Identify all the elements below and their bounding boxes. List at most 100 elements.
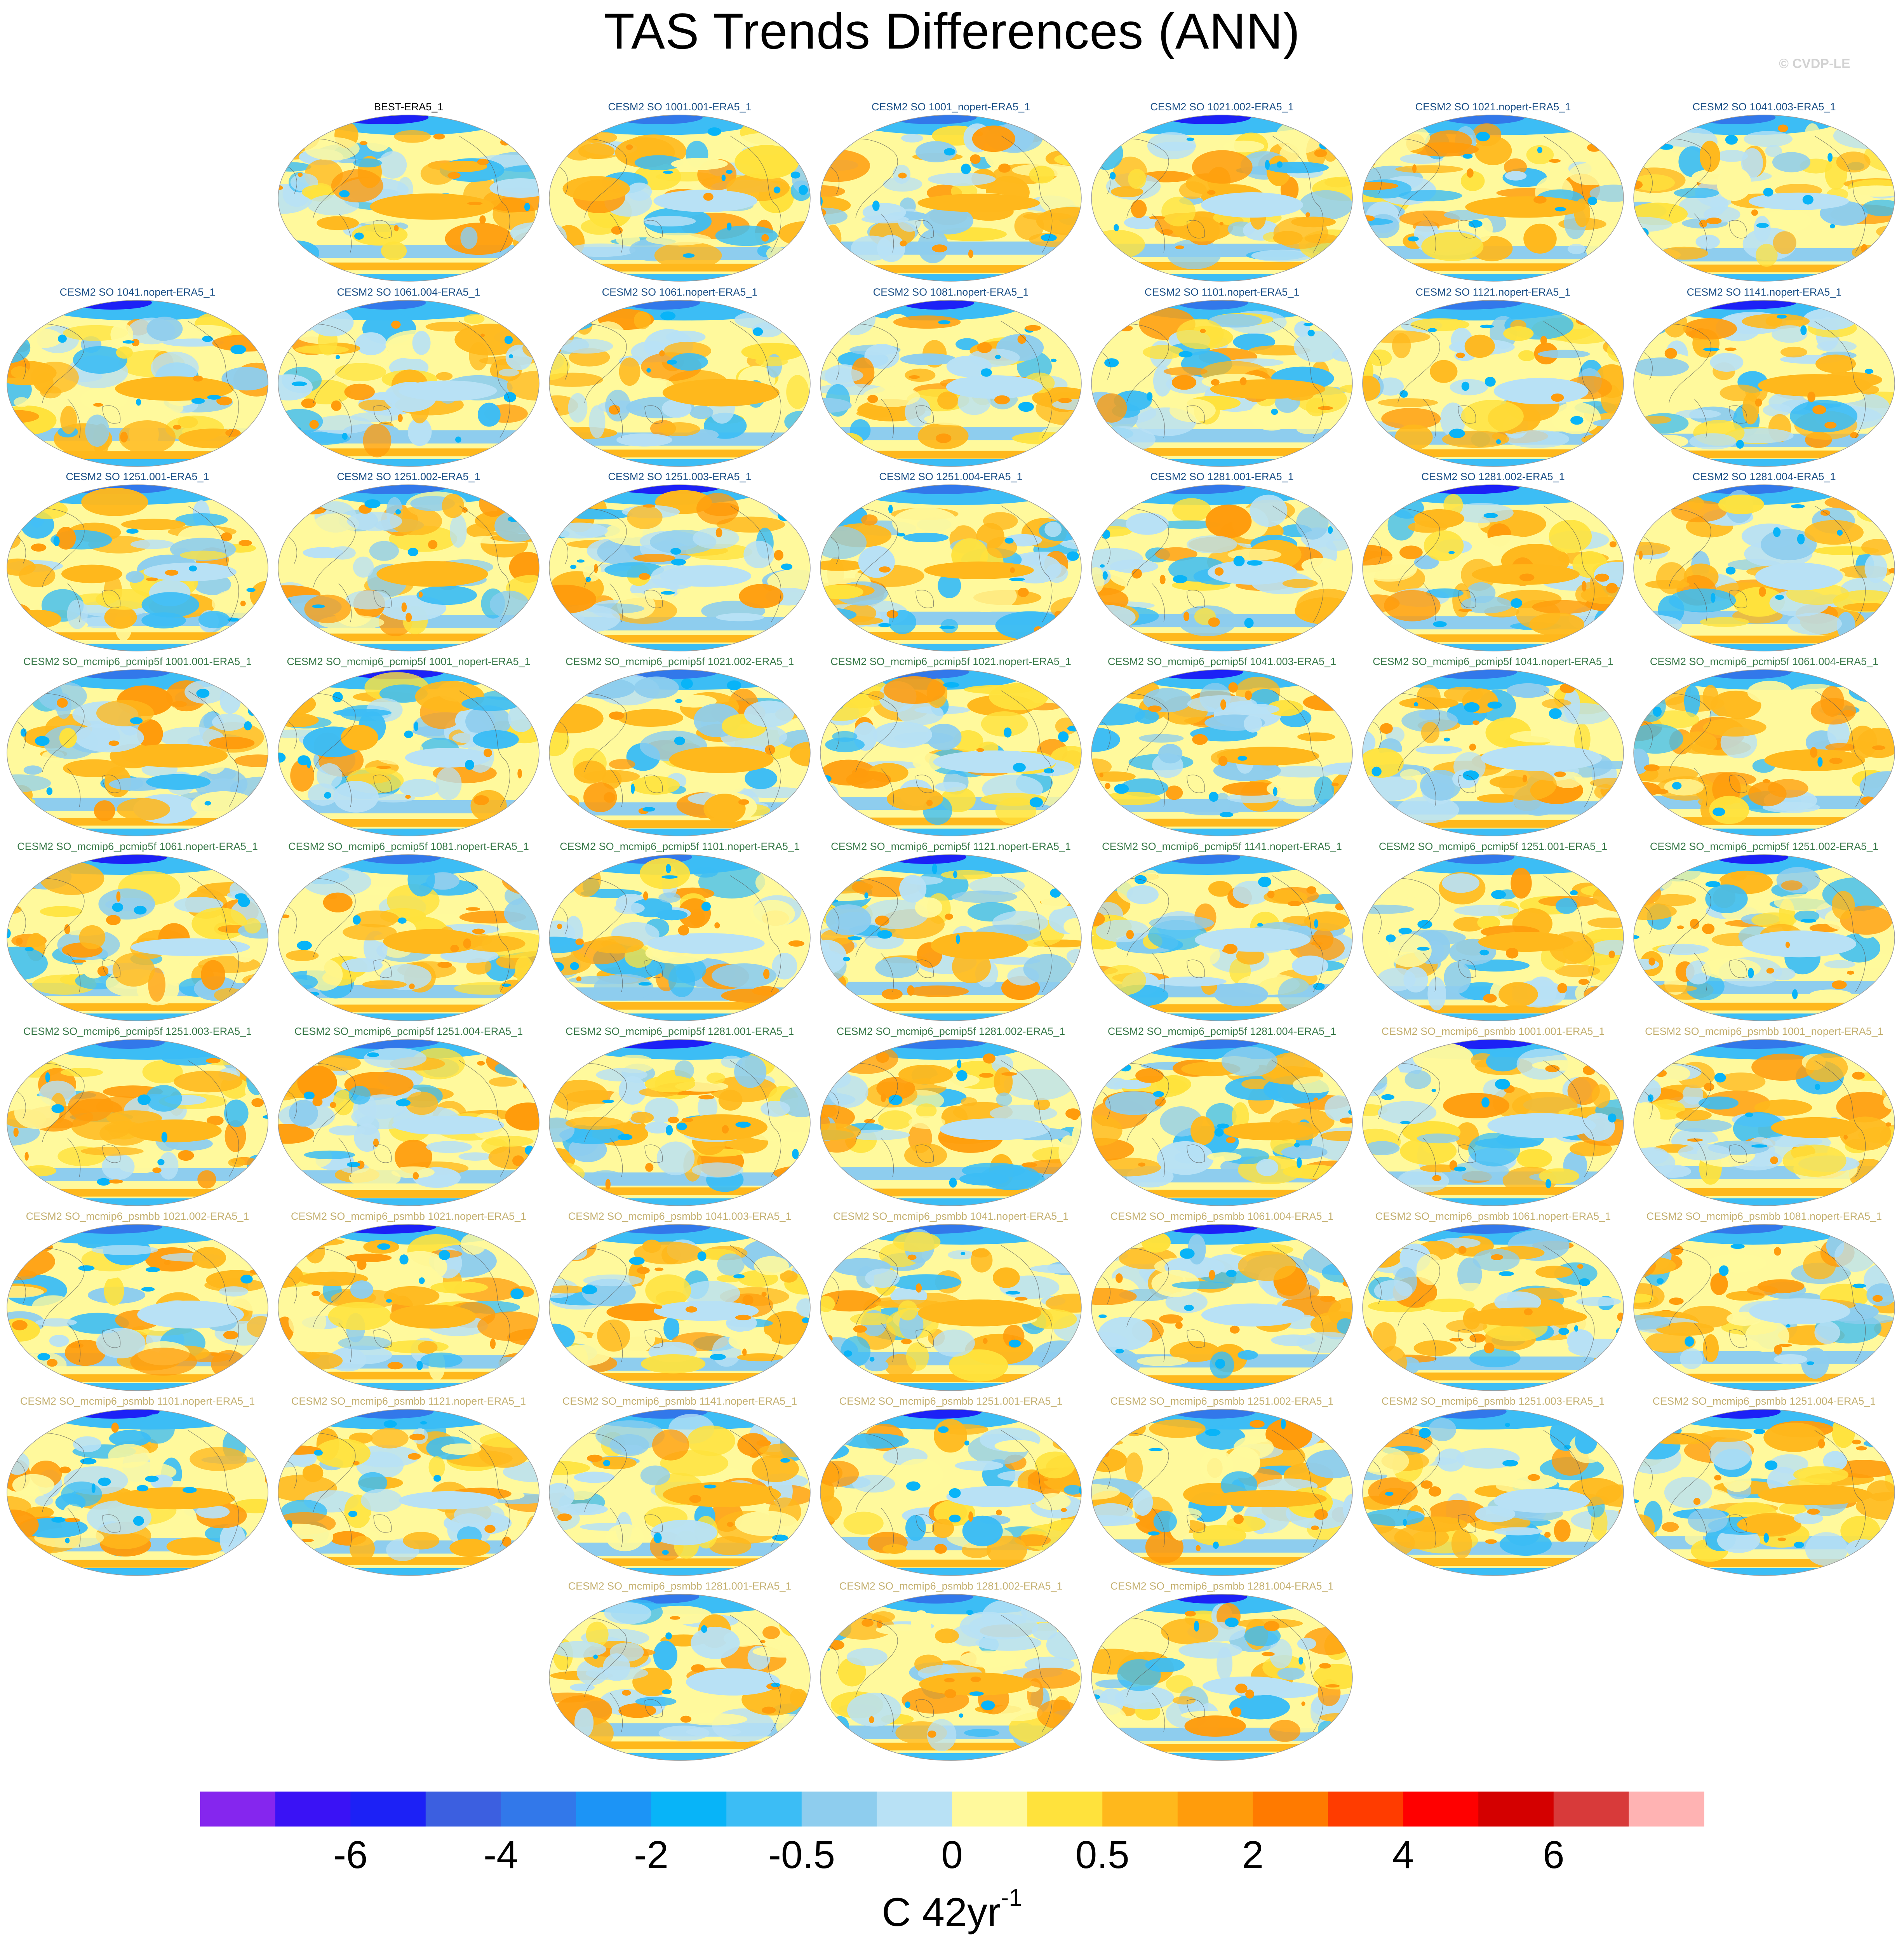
world-map [549, 854, 811, 1021]
map-panel: CESM2 SO_mcmip6_pcmip5f 1061.nopert-ERA5… [5, 841, 270, 1023]
world-map [1362, 1224, 1624, 1391]
map-panel-title: CESM2 SO_mcmip6_pcmip5f 1021.002-ERA5_1 [565, 656, 794, 667]
map-panel-title: CESM2 SO_mcmip6_pcmip5f 1041.003-ERA5_1 [1107, 656, 1337, 667]
world-map [7, 669, 268, 836]
map-panel: CESM2 SO_mcmip6_psmbb 1061.nopert-ERA5_1 [1361, 1210, 1625, 1393]
world-map [1362, 300, 1624, 467]
map-panel-title: CESM2 SO_mcmip6_pcmip5f 1001_nopert-ERA5… [287, 656, 531, 667]
map-panel: CESM2 SO 1281.002-ERA5_1 [1361, 471, 1625, 653]
map-panel-title: CESM2 SO 1281.002-ERA5_1 [1421, 471, 1565, 482]
world-map [1362, 854, 1624, 1021]
map-panel-title: CESM2 SO 1061.nopert-ERA5_1 [602, 286, 758, 298]
world-map [278, 1039, 540, 1206]
world-map [1362, 1039, 1624, 1206]
colorbar-units: C 42yr-1 [0, 1884, 1904, 1936]
colorbar-swatch [1328, 1792, 1404, 1827]
map-panel-title: CESM2 SO_mcmip6_psmbb 1061.nopert-ERA5_1 [1375, 1210, 1611, 1222]
map-panel: CESM2 SO_mcmip6_psmbb 1001.001-ERA5_1 [1361, 1026, 1625, 1208]
world-map [1633, 854, 1895, 1021]
map-panel-title: CESM2 SO 1041.nopert-ERA5_1 [59, 286, 216, 298]
world-map [1091, 1409, 1353, 1576]
map-panel: CESM2 SO_mcmip6_psmbb 1121.nopert-ERA5_1 [277, 1395, 541, 1578]
map-panel: CESM2 SO_mcmip6_psmbb 1081.nopert-ERA5_1 [1632, 1210, 1896, 1393]
colorbar-swatch [952, 1792, 1028, 1827]
world-map [1633, 1039, 1895, 1206]
world-map [1362, 484, 1624, 651]
map-panel-title: CESM2 SO_mcmip6_psmbb 1281.004-ERA5_1 [1110, 1580, 1334, 1592]
map-panel-title: CESM2 SO 1081.nopert-ERA5_1 [873, 286, 1029, 298]
world-map [549, 1039, 811, 1206]
map-panel-title: CESM2 SO_mcmip6_psmbb 1281.001-ERA5_1 [568, 1580, 792, 1592]
map-panel: CESM2 SO_mcmip6_psmbb 1281.002-ERA5_1 [819, 1580, 1083, 1763]
colorbar-swatch [726, 1792, 802, 1827]
world-map [820, 1224, 1082, 1391]
world-map [1633, 1224, 1895, 1391]
map-panel-title: CESM2 SO 1101.nopert-ERA5_1 [1144, 286, 1300, 298]
map-panel-title: CESM2 SO 1251.001-ERA5_1 [66, 471, 209, 482]
map-panel: CESM2 SO 1001_nopert-ERA5_1 [819, 101, 1083, 284]
map-panel: CESM2 SO 1251.004-ERA5_1 [819, 471, 1083, 653]
colorbar-tick-label: 0 [941, 1833, 963, 1877]
world-map [820, 1594, 1082, 1761]
map-panel-title: CESM2 SO_mcmip6_psmbb 1021.nopert-ERA5_1 [291, 1210, 527, 1222]
map-panel-title: CESM2 SO_mcmip6_pcmip5f 1251.004-ERA5_1 [294, 1026, 523, 1037]
figure-title: TAS Trends Differences (ANN) [604, 3, 1300, 59]
world-map [1091, 1594, 1353, 1761]
colorbar-tick-label: 4 [1392, 1833, 1414, 1877]
map-panel: CESM2 SO_mcmip6_psmbb 1041.003-ERA5_1 [548, 1210, 812, 1393]
map-panel: CESM2 SO_mcmip6_pcmip5f 1251.003-ERA5_1 [5, 1026, 270, 1208]
map-panel: CESM2 SO_mcmip6_pcmip5f 1281.002-ERA5_1 [819, 1026, 1083, 1208]
map-panel: CESM2 SO_mcmip6_psmbb 1021.002-ERA5_1 [5, 1210, 270, 1393]
colorbar-swatch [1027, 1792, 1103, 1827]
world-map [7, 1039, 268, 1206]
map-panel-title: BEST-ERA5_1 [374, 101, 444, 113]
world-map [549, 669, 811, 836]
world-map [549, 1224, 811, 1391]
world-map [1091, 1224, 1353, 1391]
map-panel: CESM2 SO_mcmip6_pcmip5f 1041.003-ERA5_1 [1090, 656, 1354, 838]
map-panel-title: CESM2 SO_mcmip6_pcmip5f 1001.001-ERA5_1 [23, 656, 252, 667]
map-panel-title: CESM2 SO_mcmip6_pcmip5f 1021.nopert-ERA5… [830, 656, 1071, 667]
map-panel: CESM2 SO 1251.001-ERA5_1 [5, 471, 270, 653]
colorbar-units-exponent: -1 [1001, 1884, 1022, 1911]
map-panel-title: CESM2 SO_mcmip6_pcmip5f 1101.nopert-ERA5… [560, 841, 800, 852]
map-panel-title: CESM2 SO 1281.004-ERA5_1 [1692, 471, 1836, 482]
map-panel-title: CESM2 SO_mcmip6_psmbb 1001_nopert-ERA5_1 [1645, 1026, 1883, 1037]
map-panel: CESM2 SO_mcmip6_psmbb 1281.004-ERA5_1 [1090, 1580, 1354, 1763]
map-panel: CESM2 SO 1021.nopert-ERA5_1 [1361, 101, 1625, 284]
colorbar-tick-label: -6 [333, 1833, 368, 1877]
colorbar-units-main: C 42yr [882, 1890, 1001, 1935]
map-panel-title: CESM2 SO_mcmip6_psmbb 1061.004-ERA5_1 [1110, 1210, 1334, 1222]
world-map [1091, 854, 1353, 1021]
map-panel: CESM2 SO_mcmip6_pcmip5f 1101.nopert-ERA5… [548, 841, 812, 1023]
world-map [1091, 484, 1353, 651]
map-panel-title: CESM2 SO 1061.004-ERA5_1 [337, 286, 480, 298]
colorbar-swatch [651, 1792, 727, 1827]
map-panel-title: CESM2 SO_mcmip6_pcmip5f 1041.nopert-ERA5… [1373, 656, 1613, 667]
map-panel-title: CESM2 SO_mcmip6_pcmip5f 1281.001-ERA5_1 [565, 1026, 794, 1037]
world-map [820, 669, 1082, 836]
colorbar-swatch [1253, 1792, 1328, 1827]
colorbar-swatch [1403, 1792, 1479, 1827]
map-panel: CESM2 SO_mcmip6_pcmip5f 1251.001-ERA5_1 [1361, 841, 1625, 1023]
map-panel-title: CESM2 SO_mcmip6_psmbb 1251.001-ERA5_1 [839, 1395, 1063, 1407]
world-map [1091, 115, 1353, 282]
colorbar-tick-label: -2 [634, 1833, 669, 1877]
map-panel-title: CESM2 SO 1251.003-ERA5_1 [608, 471, 752, 482]
map-panel: CESM2 SO_mcmip6_psmbb 1021.nopert-ERA5_1 [277, 1210, 541, 1393]
world-map [1633, 300, 1895, 467]
world-map [7, 854, 268, 1021]
world-map [820, 1409, 1082, 1576]
map-panel-title: CESM2 SO_mcmip6_psmbb 1041.003-ERA5_1 [568, 1210, 792, 1222]
colorbar-swatch [576, 1792, 652, 1827]
map-panel-title: CESM2 SO_mcmip6_psmbb 1021.002-ERA5_1 [26, 1210, 249, 1222]
colorbar-swatch [275, 1792, 351, 1827]
map-panel: BEST-ERA5_1 [277, 101, 541, 284]
world-map [7, 484, 268, 651]
map-panel: CESM2 SO 1281.001-ERA5_1 [1090, 471, 1354, 653]
map-panel-title: CESM2 SO 1121.nopert-ERA5_1 [1415, 286, 1571, 298]
map-panel-title: CESM2 SO 1041.003-ERA5_1 [1692, 101, 1836, 113]
map-panel-title: CESM2 SO_mcmip6_psmbb 1251.002-ERA5_1 [1110, 1395, 1334, 1407]
map-panel-title: CESM2 SO_mcmip6_psmbb 1041.nopert-ERA5_1 [833, 1210, 1069, 1222]
colorbar-swatch [200, 1792, 276, 1827]
